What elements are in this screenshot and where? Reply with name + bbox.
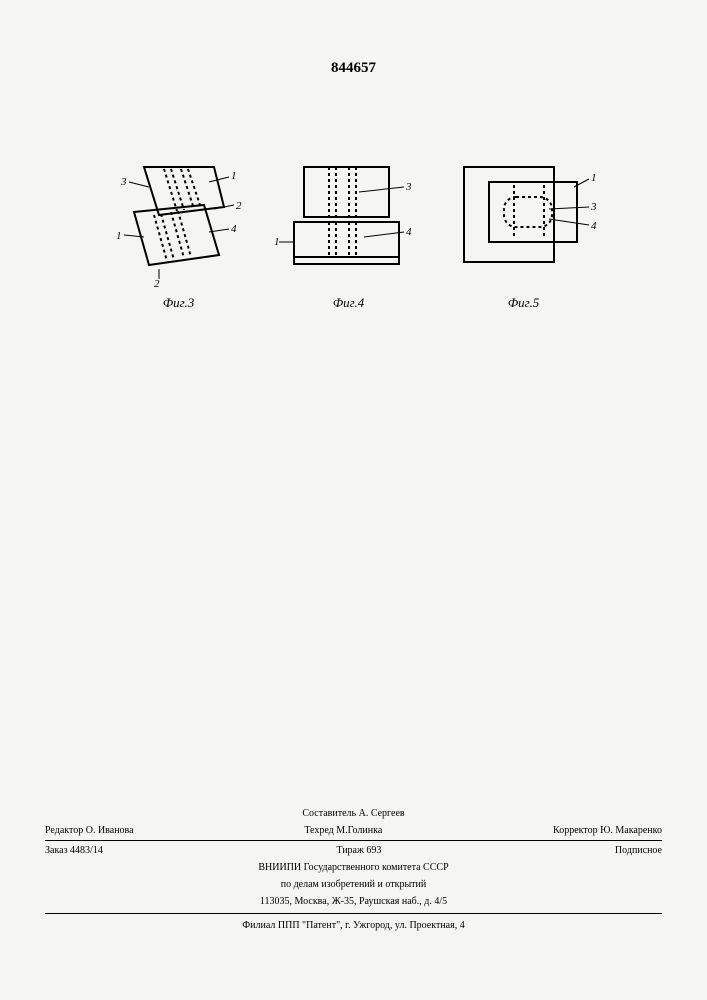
footer-editor: Редактор О. Иванова	[45, 823, 134, 838]
footer-order: Заказ 4483/14	[45, 843, 103, 858]
svg-text:4: 4	[406, 226, 412, 238]
figure-4-container: 3 4 1 Фиг.4	[274, 157, 424, 311]
figure-4-svg: 3 4 1	[274, 157, 424, 287]
figure-4-caption: Фиг.4	[333, 295, 365, 311]
footer-credits-row: Редактор О. Иванова Техред М.Голинка Кор…	[45, 823, 662, 841]
figure-5-container: 1 3 4 Фиг.5	[449, 157, 599, 311]
figures-row: 3 1 2 1 4 2 Фиг.3	[45, 157, 662, 311]
figure-5-caption: Фиг.5	[508, 295, 540, 311]
footer: Составитель А. Сергеев Редактор О. Ивано…	[45, 806, 662, 935]
svg-text:3: 3	[120, 176, 127, 188]
svg-text:1: 1	[274, 236, 280, 248]
figure-3-caption: Фиг.3	[163, 295, 195, 311]
svg-text:4: 4	[231, 223, 237, 235]
figure-5-svg: 1 3 4	[449, 157, 599, 287]
figure-3-svg: 3 1 2 1 4 2	[109, 157, 249, 287]
svg-text:4: 4	[591, 220, 597, 232]
footer-org-line1: ВНИИПИ Государственного комитета СССР	[45, 860, 662, 875]
svg-text:2: 2	[236, 200, 242, 212]
compiler-name: А. Сергеев	[359, 808, 405, 819]
svg-text:1: 1	[591, 172, 597, 184]
patent-number: 844657	[45, 60, 662, 77]
compiler-label: Составитель	[302, 808, 356, 819]
footer-subscription: Подписное	[615, 843, 662, 858]
footer-divider	[45, 913, 662, 914]
footer-branch: Филиал ППП "Патент", г. Ужгород, ул. Про…	[45, 918, 662, 933]
svg-text:1: 1	[231, 170, 237, 182]
footer-compiler: Составитель А. Сергеев	[45, 806, 662, 821]
footer-corrector: Корректор Ю. Макаренко	[553, 823, 662, 838]
figure-3-container: 3 1 2 1 4 2 Фиг.3	[109, 157, 249, 311]
footer-order-row: Заказ 4483/14 Тираж 693 Подписное	[45, 843, 662, 858]
svg-text:1: 1	[116, 230, 122, 242]
svg-text:3: 3	[405, 181, 412, 193]
svg-text:2: 2	[154, 278, 160, 287]
footer-address: 113035, Москва, Ж-35, Раушская наб., д. …	[45, 894, 662, 909]
footer-tirage: Тираж 693	[336, 843, 381, 858]
footer-tech: Техред М.Голинка	[304, 823, 382, 838]
svg-text:3: 3	[590, 201, 597, 213]
footer-org-line2: по делам изобретений и открытий	[45, 877, 662, 892]
